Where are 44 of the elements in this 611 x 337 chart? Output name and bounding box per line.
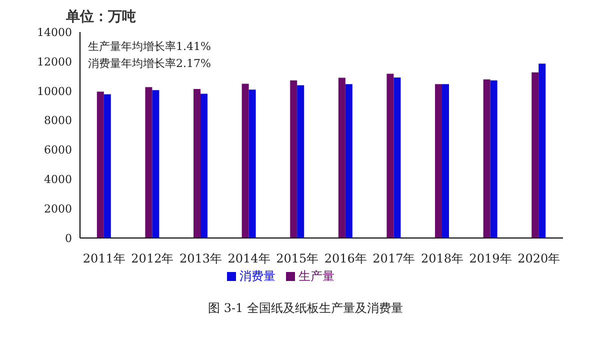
bar bbox=[538, 64, 546, 238]
x-tick-label: 2013年 bbox=[179, 252, 222, 266]
y-tick-label: 6000 bbox=[44, 144, 72, 157]
bar bbox=[442, 84, 450, 238]
bar bbox=[338, 78, 346, 238]
bar bbox=[96, 92, 104, 238]
x-tick-label: 2020年 bbox=[518, 252, 560, 266]
y-tick-label: 14000 bbox=[37, 26, 72, 39]
y-axis-title: 单位：万吨 bbox=[66, 8, 136, 26]
bar bbox=[386, 74, 394, 238]
bar bbox=[435, 84, 442, 238]
bar bbox=[290, 80, 298, 238]
bar bbox=[194, 88, 201, 238]
x-tick-label: 2011年 bbox=[82, 252, 126, 266]
annotation: 消费量年均增长率2.17% bbox=[88, 56, 211, 72]
x-tick-label: 2019年 bbox=[469, 252, 512, 266]
y-tick-label: 4000 bbox=[44, 173, 72, 186]
x-tick-label: 2012年 bbox=[131, 252, 174, 266]
x-tick-label: 2015年 bbox=[276, 252, 319, 266]
bar bbox=[483, 79, 490, 238]
legend-label: 生产量 bbox=[298, 269, 334, 283]
bar bbox=[242, 84, 249, 238]
bar bbox=[297, 85, 304, 238]
y-tick-label: 0 bbox=[65, 232, 72, 245]
x-tick-label: 2017年 bbox=[372, 252, 416, 266]
legend-label: 消费量 bbox=[240, 269, 276, 283]
bar bbox=[394, 77, 401, 238]
bar bbox=[200, 94, 208, 238]
bar bbox=[532, 72, 539, 238]
x-tick-label: 2014年 bbox=[228, 252, 270, 266]
y-tick-label: 10000 bbox=[37, 84, 72, 98]
y-tick-label: 12000 bbox=[37, 55, 72, 68]
annotation: 生产量年均增长率1.41% bbox=[88, 39, 211, 55]
y-tick-label: 2000 bbox=[44, 202, 72, 216]
y-tick-label: 8000 bbox=[44, 114, 72, 128]
bar bbox=[145, 87, 152, 238]
bar bbox=[248, 90, 256, 238]
bar bbox=[104, 94, 111, 238]
bar bbox=[490, 80, 498, 238]
bar bbox=[152, 90, 160, 238]
bar bbox=[345, 84, 352, 238]
x-tick-label: 2016年 bbox=[324, 252, 367, 266]
caption: 图 3-1 全国纸及纸板生产量及消费量 bbox=[207, 300, 404, 317]
x-tick-label: 2018年 bbox=[420, 252, 464, 266]
